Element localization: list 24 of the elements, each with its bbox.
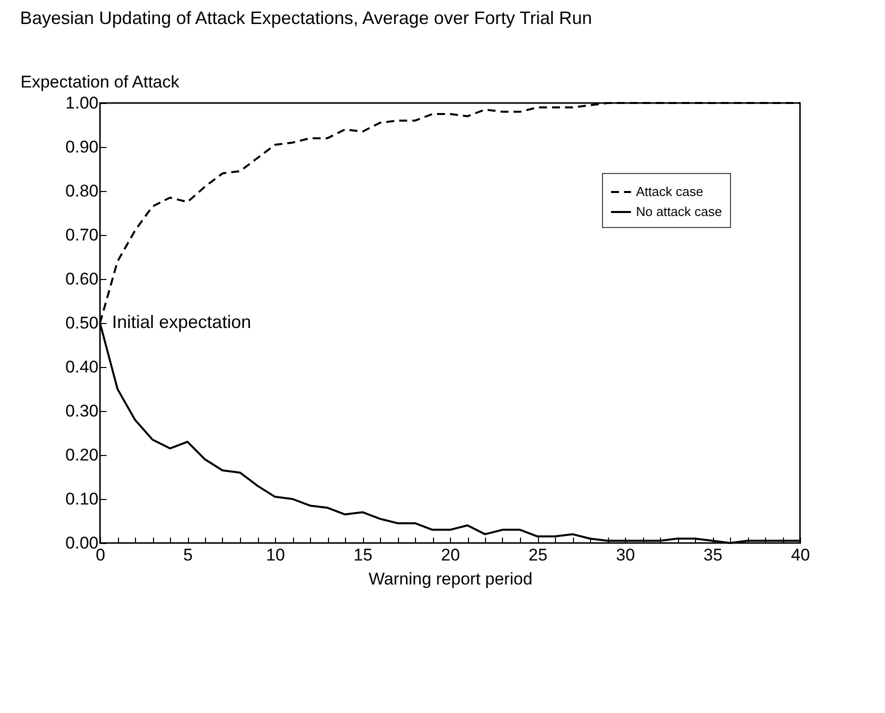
x-tick-label: 10 [266, 546, 285, 564]
y-tick-label: 0.70 [65, 226, 98, 244]
y-tick-label: 0.20 [65, 446, 98, 464]
x-tick-label: 40 [791, 546, 810, 564]
y-tick-label: 0.50 [65, 314, 98, 332]
x-axis-title: Warning report period [368, 570, 532, 588]
annotation: Initial expectation [112, 312, 252, 332]
y-tick-label: 1.00 [65, 94, 98, 112]
y-tick-label: 0.30 [65, 402, 98, 420]
y-tick-label: 0.60 [65, 270, 98, 288]
x-tick-label: 30 [616, 546, 635, 564]
x-tick-label: 25 [528, 546, 548, 564]
y-tick-label: 0.80 [65, 182, 98, 200]
x-tick-label: 15 [354, 546, 372, 564]
legend-label: No attack case [636, 204, 722, 219]
x-tick-label: 35 [704, 546, 722, 564]
y-tick-label: 0.40 [65, 358, 98, 376]
chart-title: Bayesian Updating of Attack Expectations, Average over Forty Trial Run [20, 8, 592, 28]
y-tick-label: 0.90 [65, 138, 98, 156]
legend-label: Attack case [636, 184, 704, 199]
x-tick-label: 20 [441, 546, 460, 564]
x-tick-label: 5 [183, 546, 193, 564]
y-axis-title: Expectation of Attack [20, 72, 180, 92]
y-tick-label: 0.10 [65, 490, 98, 508]
